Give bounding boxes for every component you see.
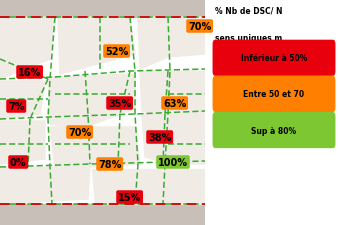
Text: 52%: 52%	[105, 47, 128, 57]
Text: 63%: 63%	[163, 99, 186, 108]
Text: 38%: 38%	[148, 132, 171, 142]
FancyBboxPatch shape	[213, 112, 335, 148]
Polygon shape	[92, 169, 205, 204]
Text: % Nb de DSC/ N: % Nb de DSC/ N	[215, 7, 283, 16]
Text: Sup à 80%: Sup à 80%	[251, 126, 296, 135]
Text: 0%: 0%	[10, 157, 26, 167]
FancyBboxPatch shape	[213, 76, 335, 112]
Text: 100%: 100%	[158, 157, 188, 167]
FancyBboxPatch shape	[213, 40, 335, 76]
Polygon shape	[0, 122, 45, 164]
Text: 16%: 16%	[18, 68, 41, 78]
Text: sens uniques m: sens uniques m	[215, 34, 282, 43]
Text: 70%: 70%	[68, 127, 91, 137]
Text: 7%: 7%	[8, 101, 24, 112]
Polygon shape	[142, 115, 205, 164]
Polygon shape	[138, 18, 205, 70]
Polygon shape	[0, 82, 45, 119]
Text: 78%: 78%	[98, 159, 121, 169]
Text: 15%: 15%	[118, 192, 141, 202]
Polygon shape	[0, 167, 90, 204]
Text: Inférieur à 50%: Inférieur à 50%	[241, 54, 307, 63]
Text: 35%: 35%	[108, 99, 131, 108]
Polygon shape	[50, 127, 140, 169]
Text: 70%: 70%	[188, 22, 211, 32]
Polygon shape	[140, 72, 205, 117]
Polygon shape	[0, 18, 55, 80]
Polygon shape	[0, 204, 205, 225]
Polygon shape	[48, 75, 135, 129]
Polygon shape	[58, 18, 135, 75]
Polygon shape	[0, 0, 205, 18]
Text: Entre 50 et 70: Entre 50 et 70	[243, 90, 305, 99]
